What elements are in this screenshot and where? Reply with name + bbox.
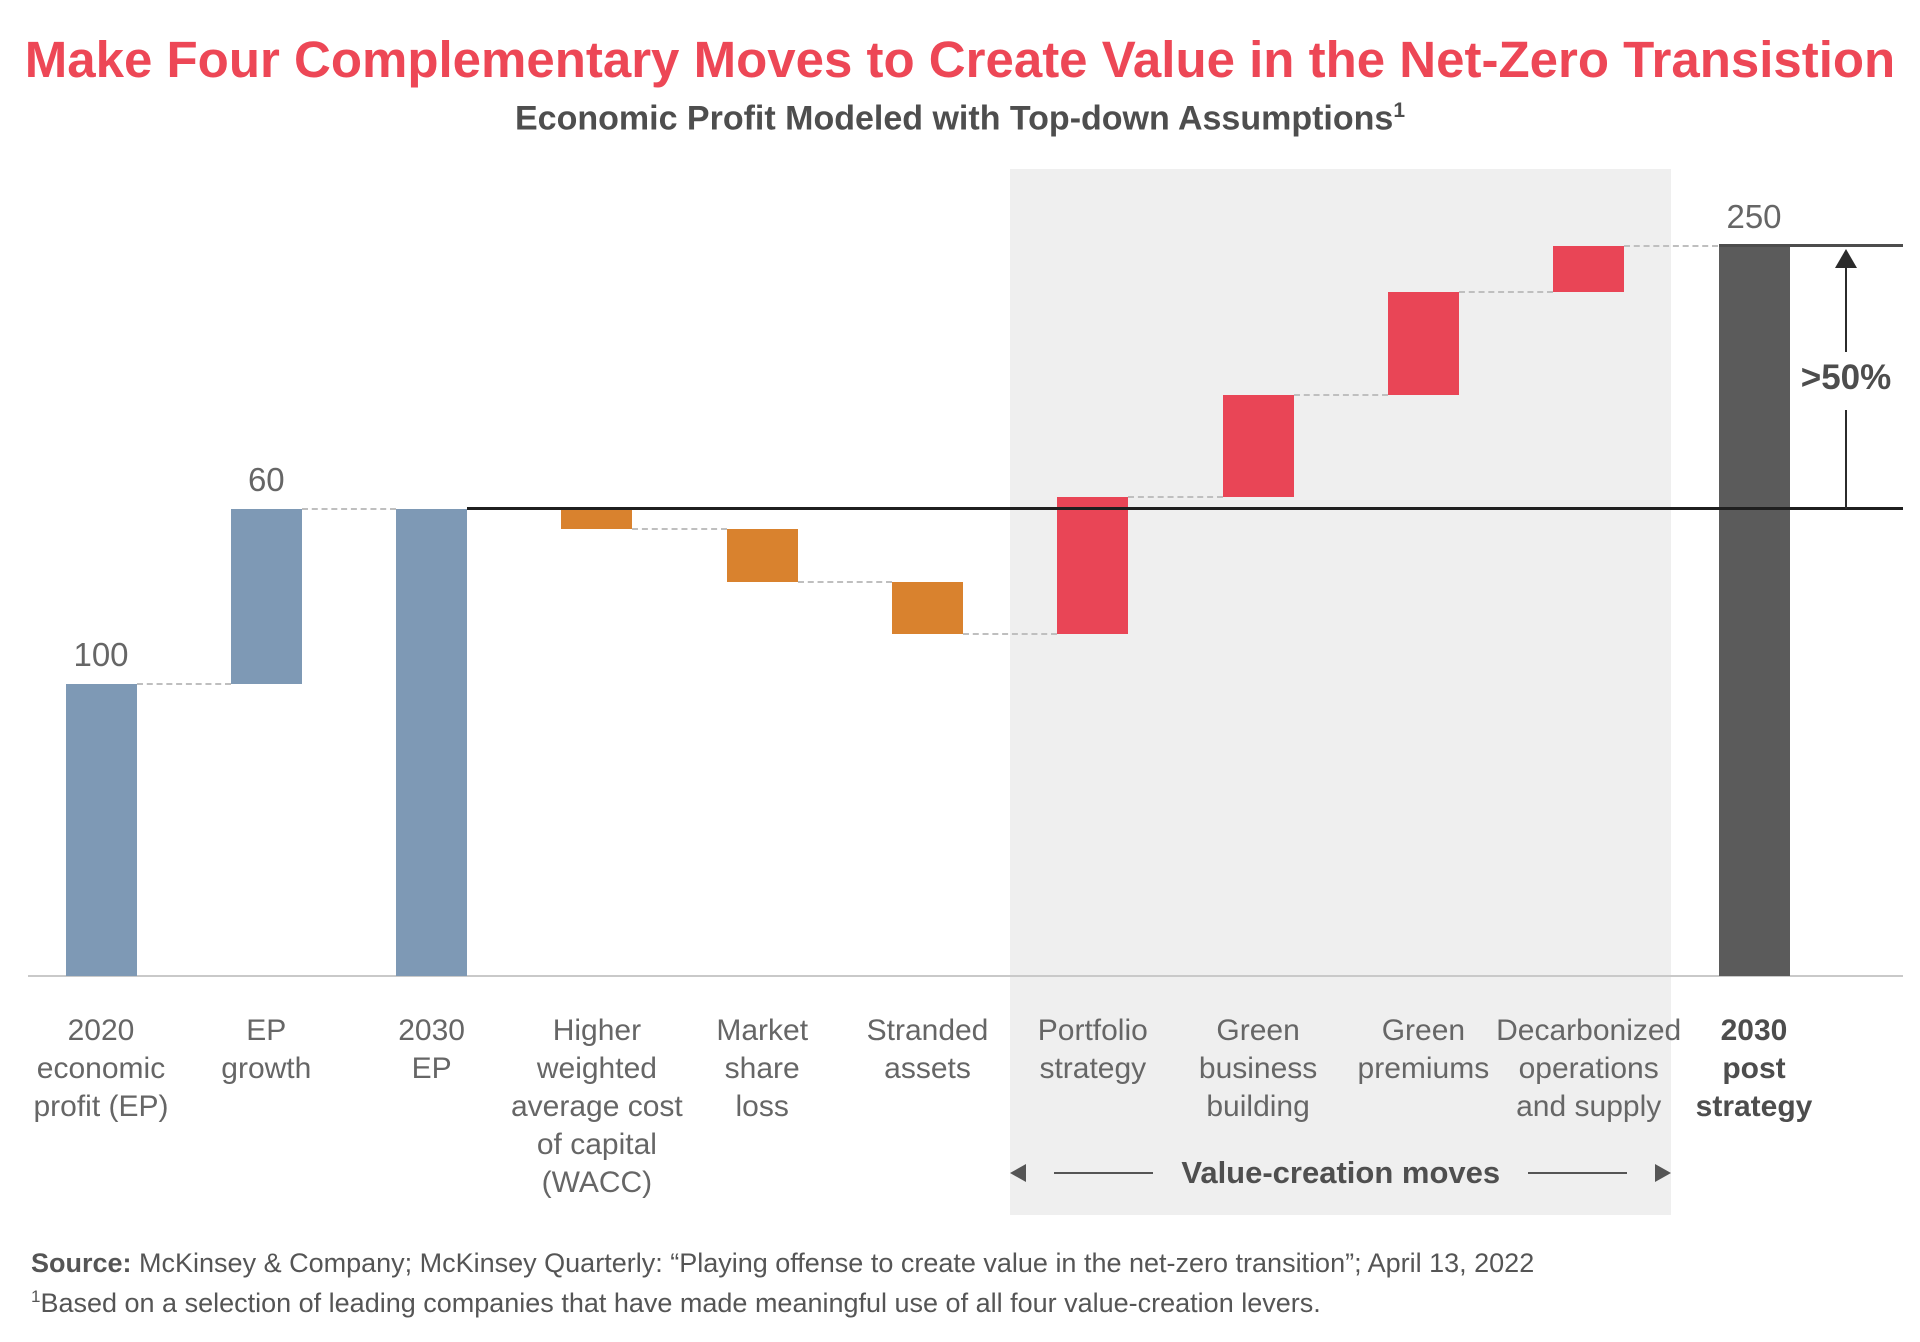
value-creation-arrow-left-head	[1010, 1164, 1027, 1182]
source-text: McKinsey & Company; McKinsey Quarterly: …	[131, 1248, 1535, 1278]
source-line: Source: McKinsey & Company; McKinsey Qua…	[31, 1246, 1534, 1280]
connector-line	[963, 633, 1058, 636]
bar-value-label: 100	[73, 635, 129, 673]
value-creation-region	[1010, 169, 1672, 1215]
bar-green-business-building	[1222, 394, 1294, 497]
chart-subtitle-superscript: 1	[1393, 99, 1405, 122]
category-label-green-business-building: Green business building	[1198, 1014, 1318, 1123]
source-label: Source:	[31, 1248, 132, 1278]
connector-line	[632, 527, 727, 530]
level-line-160	[467, 507, 1903, 510]
connector-line	[1128, 495, 1223, 498]
bar-portfolio-strategy	[1057, 496, 1129, 635]
gt50-arrow-line-upper	[1845, 266, 1847, 352]
value-creation-arrow-right-line	[1528, 1172, 1628, 1174]
bar-value-label: 60	[247, 460, 285, 498]
bar-decarbonized-operations-and-supply	[1553, 245, 1625, 293]
chart-subtitle: Economic Profit Modeled with Top-down As…	[0, 99, 1920, 138]
category-label-portfolio-strategy: Portfolio strategy	[1037, 1014, 1148, 1085]
category-label-stranded-assets: Stranded assets	[866, 1014, 989, 1085]
footnote-line: 1Based on a selection of leading compani…	[31, 1280, 1534, 1320]
value-creation-arrow-right-head	[1655, 1164, 1672, 1182]
bar-market-share-loss	[726, 528, 798, 582]
bar-2020-economic-profit-ep	[65, 683, 137, 976]
connector-line	[136, 682, 231, 685]
gt50-label: >50%	[1800, 358, 1892, 397]
connector-line	[1624, 244, 1719, 247]
category-label-decarbonized-operations-and-supply: Decarbonized operations and supply	[1496, 1014, 1682, 1123]
chart-header: Make Four Complementary Moves to Create …	[0, 0, 1920, 138]
bar-green-premiums	[1387, 292, 1459, 395]
category-label-ep-growth: EP growth	[221, 1014, 312, 1085]
value-creation-arrow-left-line	[1054, 1172, 1154, 1174]
bar-value-label: 250	[1726, 197, 1782, 235]
bar-higher-weighted-average-cost-of-capital-wacc	[561, 508, 633, 529]
connector-line	[1293, 393, 1388, 396]
category-label-2030-ep: 2030 EP	[398, 1014, 465, 1085]
value-creation-moves: Value-creation moves	[1010, 1146, 1672, 1200]
connector-line	[797, 580, 892, 583]
bar-stranded-assets	[892, 581, 963, 635]
category-label-green-premiums: Green premiums	[1357, 1014, 1490, 1085]
gt50-arrow-line-lower	[1845, 410, 1847, 509]
connector-line	[1458, 291, 1554, 294]
chart-footer: Source: McKinsey & Company; McKinsey Qua…	[31, 1246, 1534, 1320]
page-title: Make Four Complementary Moves to Create …	[24, 31, 1896, 88]
connector-line	[301, 507, 397, 510]
category-label-2030-post-strategy: 2030 post strategy	[1695, 1014, 1813, 1123]
gt50-arrowhead	[1835, 248, 1857, 268]
category-label-market-share-loss: Market share loss	[716, 1014, 809, 1123]
footnote-text: Based on a selection of leading companie…	[40, 1288, 1321, 1318]
value-creation-label: Value-creation moves	[1181, 1155, 1501, 1190]
category-label-higher-weighted-average-cost-of-capital-wacc: Higher weighted average cost of capital …	[511, 1014, 683, 1199]
category-label-2020-economic-profit-ep: 2020 economic profit (EP)	[33, 1014, 169, 1123]
axis-baseline	[28, 975, 1903, 977]
chart-subtitle-text: Economic Profit Modeled with Top-down As…	[515, 99, 1394, 138]
bar-2030-post-strategy	[1718, 245, 1790, 976]
bar-ep-growth	[230, 508, 302, 684]
bar-2030-ep	[396, 508, 468, 976]
level-line-250	[1718, 244, 1903, 247]
footnote-superscript: 1	[31, 1287, 41, 1306]
